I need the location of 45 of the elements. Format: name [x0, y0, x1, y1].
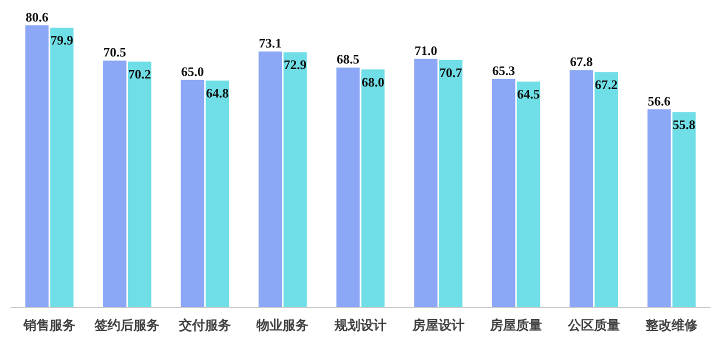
bar [516, 82, 540, 308]
x-tick-label: 物业服务 [256, 318, 309, 334]
data-label: 70.5 [103, 44, 127, 60]
data-label: 71.0 [414, 42, 438, 58]
data-label: 67.2 [594, 77, 618, 92]
bar [594, 72, 618, 308]
data-label: 70.2 [128, 66, 151, 82]
data-label: 68.5 [336, 52, 360, 67]
data-label: 67.8 [570, 54, 594, 70]
bar [128, 62, 152, 308]
bar [414, 58, 438, 308]
data-label: 64.8 [206, 86, 230, 101]
data-label: 56.6 [648, 93, 672, 108]
x-tick-label: 签约后服务 [94, 318, 160, 334]
data-label: 68.0 [362, 74, 384, 90]
x-tick-label: 交付服务 [178, 318, 231, 334]
bar [361, 69, 385, 308]
data-label: 55.8 [672, 117, 696, 132]
data-label: 72.9 [284, 57, 308, 72]
data-label: 70.7 [439, 64, 463, 80]
bar [336, 68, 360, 308]
x-tick-label: 规划设计 [334, 318, 386, 334]
x-tick-label: 房屋设计 [411, 318, 464, 334]
data-label: 80.6 [26, 9, 49, 24]
bar [672, 112, 696, 308]
data-label: 79.9 [50, 32, 74, 48]
bar [258, 52, 282, 308]
x-tick-label: 房屋质量 [489, 318, 542, 334]
bar [103, 60, 126, 308]
bar [492, 78, 516, 308]
bar [180, 80, 204, 308]
bar [648, 109, 671, 308]
bar [25, 25, 49, 308]
bar [206, 80, 230, 308]
data-label: 64.5 [517, 86, 540, 102]
x-tick-label: 整改维修 [644, 318, 699, 334]
bar [284, 52, 307, 308]
data-label: 65.0 [181, 64, 204, 79]
data-label: 73.1 [258, 36, 282, 51]
data-label: 65.3 [492, 62, 516, 78]
x-tick-label: 公区质量 [566, 318, 620, 334]
x-tick-label: 销售服务 [22, 318, 76, 334]
bar [50, 28, 74, 308]
bar [439, 60, 462, 308]
bar [570, 70, 594, 308]
